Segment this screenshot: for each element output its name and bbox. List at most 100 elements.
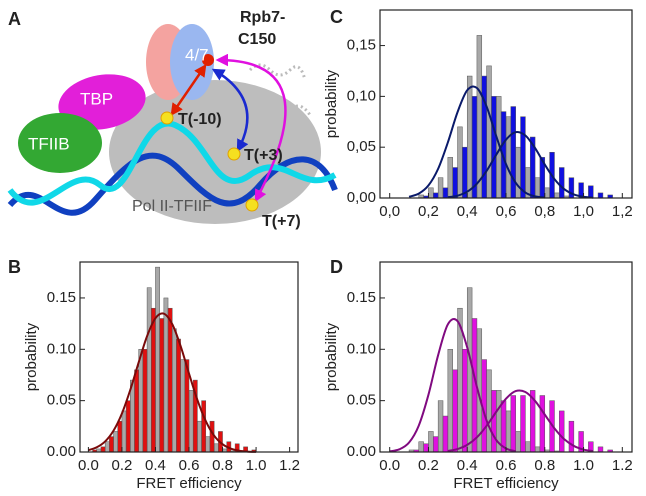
bar [104, 441, 110, 453]
bar [167, 307, 173, 453]
bar [491, 96, 497, 199]
label: C150 [238, 31, 276, 48]
bar [510, 106, 516, 199]
bar [515, 146, 521, 199]
bar [176, 338, 181, 453]
chart: 0.0 0.2 0.4 0.6 0.8 1.0 1.2 0.00 0.05 0.10 0.15 FRE… [323, 261, 633, 492]
bar [433, 192, 439, 199]
diagram: A Rpb7- C150 TBP TFIIB 4/7 T(-10) T(+3) … [7, 9, 338, 230]
x-tick-label: 0.2 [418, 457, 439, 474]
y-tick-label: 0.10 [347, 340, 376, 357]
bar [100, 446, 106, 453]
y-tick-label: 0.15 [347, 289, 376, 306]
bar [597, 446, 604, 453]
bar [171, 328, 177, 453]
bar [423, 443, 429, 453]
bar [462, 146, 468, 199]
x-tick-label: 0.4 [457, 457, 478, 474]
y-tick-label: 0,15 [347, 37, 376, 54]
y-tick-label: 0.00 [347, 443, 376, 460]
bar [505, 116, 512, 199]
bar [437, 177, 444, 199]
bar [544, 187, 550, 199]
fit-curve [408, 85, 545, 199]
bar [134, 369, 139, 453]
x-tick-label: 0,8 [534, 203, 555, 220]
y-tick-label: 0,00 [347, 189, 376, 206]
x-tick-label: 0.8 [212, 457, 233, 474]
label: Rpb7- [240, 9, 285, 26]
distance-arrow [170, 63, 207, 117]
label: T(+7) [262, 213, 301, 230]
bar [491, 390, 497, 453]
bar [476, 35, 483, 199]
chart: 0.0 0.2 0.4 0.6 0.8 1.0 1.2 0.00 0.05 0.10 0.15 FRE… [23, 261, 300, 492]
bar [418, 441, 424, 453]
bar [500, 400, 507, 453]
x-tick-label: 1.2 [279, 457, 300, 474]
label: T(-10) [178, 111, 222, 128]
bar [205, 436, 211, 453]
dye [160, 111, 174, 125]
y-tick-label: 0.10 [47, 340, 76, 357]
bar [201, 400, 207, 453]
bar [447, 157, 453, 199]
bar [559, 167, 565, 199]
panel-label: D [330, 257, 343, 277]
bar [539, 395, 546, 453]
bar [151, 307, 156, 453]
y-axis-label: probability [323, 69, 340, 138]
distance-arrow [215, 53, 287, 203]
bar [554, 192, 560, 199]
bar [121, 410, 127, 453]
label: Pol II-TFIIF [132, 198, 212, 215]
bar [520, 395, 526, 453]
bar [520, 116, 526, 199]
bar [159, 318, 165, 453]
label: TFIIB [28, 134, 70, 153]
x-tick-label: 1,0 [573, 203, 594, 220]
x-tick-label: 1.2 [612, 457, 633, 474]
bar [428, 187, 434, 199]
bar [486, 369, 492, 453]
panel-label: C [330, 7, 343, 27]
tfiib [18, 113, 102, 173]
x-tick-label: 0.0 [379, 457, 400, 474]
bar [117, 420, 123, 453]
bar [452, 167, 458, 199]
x-tick-label: 1,2 [612, 203, 633, 220]
panel-label: A [8, 9, 21, 29]
bar [109, 436, 114, 453]
dye [227, 147, 241, 161]
label: 4/7 [185, 45, 209, 64]
bar [447, 349, 453, 453]
x-tick-label: 0.6 [496, 457, 517, 474]
bar [597, 192, 604, 199]
y-tick-label: 0.15 [47, 289, 76, 306]
y-tick-label: 0,10 [347, 87, 376, 104]
chart: 0,0 0,2 0,4 0,6 0,8 1,0 1,2 0,00 0,05 0,10 0,15 pro… [323, 9, 633, 220]
bar [209, 420, 215, 453]
bar [486, 65, 492, 199]
bar [534, 177, 541, 199]
x-axis-label: FRET efficiency [453, 475, 559, 492]
bar [462, 349, 468, 453]
bar [515, 431, 521, 453]
y-tick-label: 0.05 [47, 392, 76, 409]
bar [180, 359, 186, 453]
bar [188, 390, 194, 453]
x-tick-label: 0.8 [534, 457, 555, 474]
label: TBP [80, 89, 113, 108]
bar [588, 185, 594, 199]
x-tick-label: 0,6 [496, 203, 517, 220]
bar [437, 400, 444, 453]
fit-curve [389, 317, 516, 453]
dye [202, 54, 214, 66]
x-tick-label: 0,4 [457, 203, 478, 220]
bar [471, 96, 478, 199]
bar [568, 420, 575, 453]
bar [433, 436, 439, 453]
fit-curve [88, 312, 257, 453]
bar [213, 443, 219, 453]
